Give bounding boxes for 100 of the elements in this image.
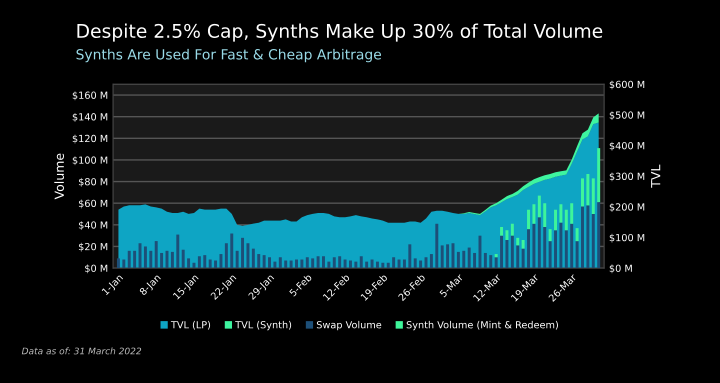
legend-label: Swap Volume bbox=[316, 320, 382, 330]
bar bbox=[278, 257, 282, 268]
bar bbox=[532, 224, 536, 268]
bar bbox=[538, 217, 541, 268]
y2-tick-label: $0 M bbox=[610, 264, 632, 274]
bar bbox=[273, 262, 276, 268]
bar bbox=[133, 250, 136, 268]
bar bbox=[290, 260, 293, 268]
bar bbox=[500, 227, 504, 236]
bar bbox=[522, 240, 525, 249]
bar bbox=[548, 241, 552, 268]
y-tick-label: $40 M bbox=[78, 221, 108, 230]
bar bbox=[564, 230, 568, 268]
bar bbox=[344, 259, 347, 268]
bar bbox=[462, 250, 466, 268]
bar bbox=[440, 245, 444, 268]
bar bbox=[554, 210, 557, 230]
bar bbox=[187, 258, 190, 268]
bar bbox=[257, 254, 260, 268]
bar bbox=[376, 262, 379, 268]
bar bbox=[456, 252, 460, 268]
bar bbox=[554, 230, 557, 268]
bar bbox=[252, 248, 255, 268]
bar bbox=[597, 148, 600, 202]
bar bbox=[311, 258, 314, 268]
bar bbox=[435, 224, 438, 268]
bar bbox=[300, 259, 304, 268]
legend-label: Synth Volume (Mint & Redeem) bbox=[406, 320, 558, 330]
bar bbox=[306, 257, 309, 268]
bar bbox=[128, 250, 131, 268]
bar bbox=[144, 246, 147, 268]
bar bbox=[370, 259, 374, 268]
bar bbox=[505, 230, 508, 240]
bar bbox=[446, 244, 450, 268]
bar bbox=[408, 244, 412, 268]
bar bbox=[262, 255, 266, 268]
bar bbox=[241, 238, 244, 268]
y2-axis-title: TVL bbox=[651, 164, 660, 188]
bar bbox=[214, 260, 218, 268]
bar bbox=[381, 262, 384, 268]
bar bbox=[538, 196, 541, 218]
bar bbox=[430, 254, 433, 268]
y2-tick-label: $500 M bbox=[610, 111, 644, 120]
bar bbox=[510, 224, 514, 236]
bar bbox=[182, 250, 185, 268]
y-tick-label: $160 M bbox=[72, 91, 108, 100]
bar bbox=[354, 262, 358, 268]
y2-tick-label: $200 M bbox=[610, 203, 644, 212]
bar bbox=[236, 250, 239, 268]
bar bbox=[192, 262, 196, 268]
bar bbox=[160, 252, 164, 268]
bar bbox=[116, 258, 120, 268]
y-tick-label: $20 M bbox=[78, 242, 108, 252]
bar bbox=[268, 257, 272, 268]
bar bbox=[570, 203, 574, 224]
bar bbox=[122, 259, 126, 268]
bar bbox=[219, 254, 222, 268]
bar bbox=[592, 214, 595, 268]
bar bbox=[332, 257, 336, 268]
bar bbox=[452, 243, 454, 268]
bar bbox=[166, 250, 168, 268]
y2-tick-label: $100 M bbox=[610, 234, 644, 243]
bar bbox=[246, 243, 250, 268]
bar bbox=[586, 205, 590, 268]
bar bbox=[592, 178, 595, 214]
bar bbox=[392, 257, 396, 268]
bar bbox=[597, 202, 600, 268]
bar bbox=[176, 234, 180, 268]
bar bbox=[564, 210, 568, 230]
bar bbox=[170, 252, 174, 268]
bar bbox=[348, 260, 352, 268]
bar bbox=[198, 256, 201, 268]
bar bbox=[149, 250, 152, 268]
bar bbox=[494, 257, 498, 268]
bar bbox=[322, 256, 325, 268]
bar bbox=[581, 178, 584, 206]
chart-title: Despite 2.5% Cap, Synths Make Up 30% of Total Volume bbox=[77, 23, 602, 42]
y-tick-label: $120 M bbox=[72, 134, 108, 144]
bar bbox=[505, 240, 508, 268]
bar bbox=[468, 248, 471, 268]
text: Data as of: 31 March 2022 bbox=[22, 347, 142, 354]
legend-label: TVL (Synth) bbox=[235, 320, 292, 330]
bar bbox=[510, 236, 514, 268]
bar bbox=[527, 229, 530, 268]
bar bbox=[548, 229, 552, 242]
bar bbox=[543, 227, 546, 268]
chart-subtitle: Synths Are Used For Fast & Cheap Arbitrage bbox=[76, 48, 382, 62]
bar bbox=[478, 236, 482, 268]
bar bbox=[473, 252, 476, 268]
bar bbox=[543, 203, 546, 228]
bar bbox=[532, 204, 536, 224]
bar bbox=[576, 241, 579, 268]
bar bbox=[398, 259, 401, 268]
bar bbox=[284, 260, 288, 268]
y2-tick-label: $400 M bbox=[610, 142, 644, 151]
bar bbox=[484, 252, 487, 268]
bar bbox=[500, 236, 504, 268]
legend-label: TVL (LP) bbox=[170, 320, 210, 330]
bar bbox=[338, 256, 342, 268]
bar bbox=[424, 257, 428, 268]
